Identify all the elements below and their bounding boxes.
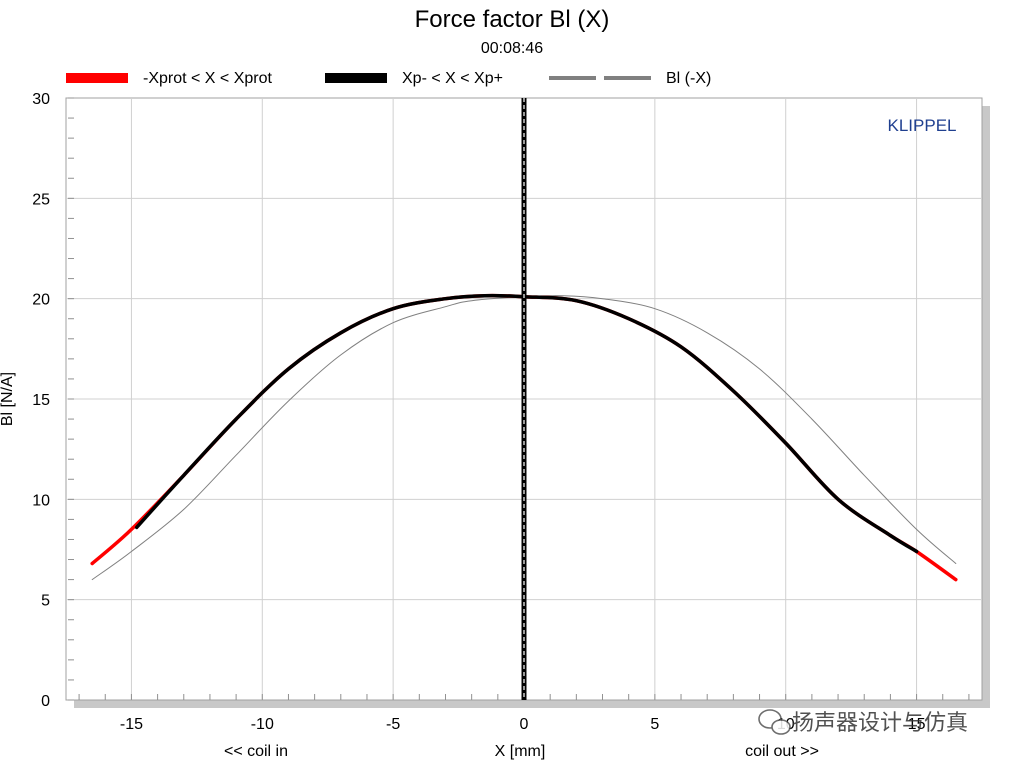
- y-axis-label: Bl [N/A]: [0, 372, 16, 426]
- y-tick-label: 10: [32, 492, 50, 509]
- x-tick-label: 15: [908, 716, 926, 733]
- y-tick-label: 25: [32, 191, 50, 208]
- y-tick-label: 20: [32, 292, 50, 309]
- x-tick-label: 0: [520, 716, 529, 733]
- x-tick-label: 5: [650, 716, 659, 733]
- y-tick-label: 30: [32, 91, 50, 108]
- chart-subtitle: 00:08:46: [481, 40, 543, 57]
- coil-in-label: << coil in: [224, 743, 288, 760]
- wechat-icon: [758, 709, 791, 735]
- x-tick-label: -5: [386, 716, 400, 733]
- chart-title: Force factor Bl (X): [415, 6, 610, 33]
- x-tick-label: -15: [120, 716, 143, 733]
- legend-swatch-protection: [66, 73, 128, 83]
- legend: -Xprot < X < Xprot Xp- < X < Xp+ Bl (-X): [66, 70, 711, 87]
- y-tick-label: 0: [41, 693, 50, 710]
- legend-label-peak: Xp- < X < Xp+: [402, 70, 503, 87]
- series-group: [90, 98, 958, 700]
- x-axis-label: X [mm]: [495, 743, 546, 760]
- brand-label: KLIPPEL: [888, 116, 957, 135]
- watermark-text: 扬声器设计与仿真: [792, 710, 968, 735]
- legend-label-protection: -Xprot < X < Xprot: [143, 70, 273, 87]
- coil-out-label: coil out >>: [745, 743, 819, 760]
- y-tick-label: 5: [41, 593, 50, 610]
- y-tick-label: 15: [32, 392, 50, 409]
- legend-swatch-peak: [325, 73, 387, 83]
- legend-label-mirror: Bl (-X): [666, 70, 711, 87]
- x-tick-label: -10: [251, 716, 274, 733]
- watermark: 扬声器设计与仿真: [758, 709, 968, 735]
